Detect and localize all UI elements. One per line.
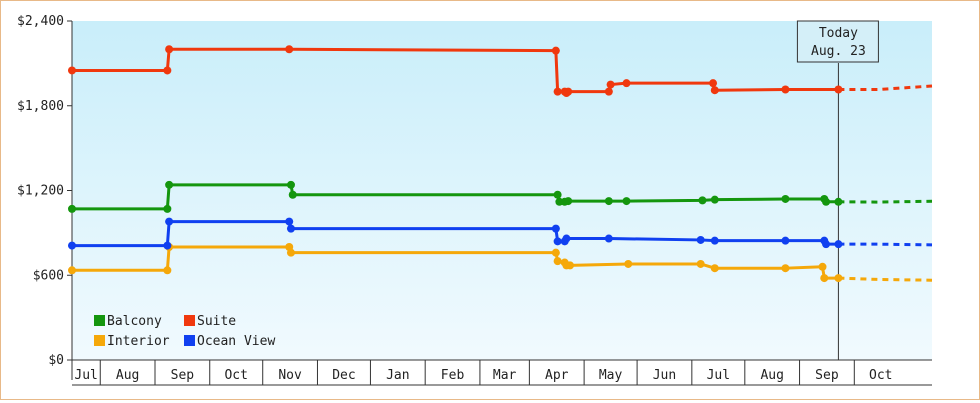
suite-point [606,80,615,89]
suite-point [165,45,174,54]
interior-projection [838,276,933,282]
x-tick-label: Oct [869,368,892,383]
interior-point [565,261,574,270]
ocean-view-point [551,224,560,233]
x-tick-label: Jun [653,368,676,383]
x-tick-label: Mar [493,368,517,383]
interior-point [710,264,719,273]
y-tick-label: $1,200 [17,184,64,199]
interior-point [781,264,790,273]
ocean-view-point [696,235,705,244]
suite-point [710,86,719,95]
x-tick-label: Jul [74,368,97,383]
x-axis: Jul Aug Sep Oct Nov Dec Jan Feb Mar Apr May Jun Jul A… [72,359,932,386]
ocean-view-point [163,241,172,250]
x-tick-label: Aug [760,368,783,383]
interior-point [818,262,827,271]
ocean-view-point [781,236,790,245]
y-tick-label: $0 [48,353,64,368]
x-tick-label: Sep [815,368,839,383]
legend-label-interior: Interior [107,334,170,349]
balcony-point [165,180,174,189]
interior-point [163,266,172,275]
suite-point [551,46,560,55]
balcony-point [604,197,613,206]
suite-point [604,87,613,96]
legend-swatch-suite [184,315,195,326]
today-date-label: Aug. 23 [811,44,866,59]
interior-point [68,266,76,275]
suite-point [781,85,790,94]
x-tick-label: Aug [116,368,139,383]
balcony-point [564,197,573,206]
interior-point [551,248,560,257]
ocean-view-point [68,241,76,250]
balcony-projection [838,199,933,204]
ocean-view-point [604,234,613,243]
x-tick-label: Sep [171,368,195,383]
balcony-point [163,204,172,213]
balcony-point [781,194,790,203]
interior-point [820,274,829,283]
ocean-view-point [165,217,174,226]
interior-point [624,259,633,268]
x-tick-label: Feb [441,368,465,383]
suite-projection [838,84,933,92]
today-box [796,20,879,63]
suite-point [68,66,76,75]
x-tick-label: May [599,368,623,383]
today-marker: Today Aug. 23 [796,20,879,360]
ocean-view-point [286,224,295,233]
suite-point [553,87,562,96]
suite-point [564,87,573,96]
series-group [68,45,933,283]
balcony-point [622,197,631,206]
interior-point [696,259,705,268]
x-tick-label: Nov [278,368,302,383]
legend-label-suite: Suite [197,314,236,329]
ocean-view-point [285,217,294,226]
y-axis: $0 $600 $1,200 $1,800 $2,400 [17,14,73,380]
legend-label-ocean-view: Ocean View [197,334,275,349]
balcony-point [698,196,707,205]
balcony-point [710,195,719,204]
balcony-point [288,190,297,199]
interior-point [286,248,295,257]
suite-point [163,66,172,75]
legend: Balcony Suite Interior Ocean View [94,314,275,349]
legend-label-balcony: Balcony [107,314,162,329]
suite-point [622,79,631,88]
x-tick-label: Jul [707,368,730,383]
suite-point [285,45,294,54]
ocean-view-point [562,234,571,243]
x-tick-label: Apr [545,368,569,383]
ocean-view-point [553,237,562,246]
balcony-point [68,204,76,213]
x-tick-label: Dec [332,368,355,383]
balcony-point [822,197,831,206]
plot-area [72,21,932,360]
y-tick-label: $1,800 [17,99,64,114]
legend-swatch-balcony [94,315,105,326]
legend-swatch-interior [94,335,105,346]
suite-point [709,79,718,88]
ocean-view-projection [838,242,933,247]
x-tick-label: Jan [386,368,409,383]
legend-swatch-ocean-view [184,335,195,346]
balcony-point [553,190,562,199]
today-label: Today [819,26,858,41]
y-tick-label: $2,400 [17,14,64,29]
balcony-point [286,180,295,189]
ocean-view-point [822,240,831,249]
ocean-view-point [710,236,719,245]
y-tick-label: $600 [33,268,64,283]
x-tick-label: Oct [224,368,247,383]
interior-point [553,257,562,266]
